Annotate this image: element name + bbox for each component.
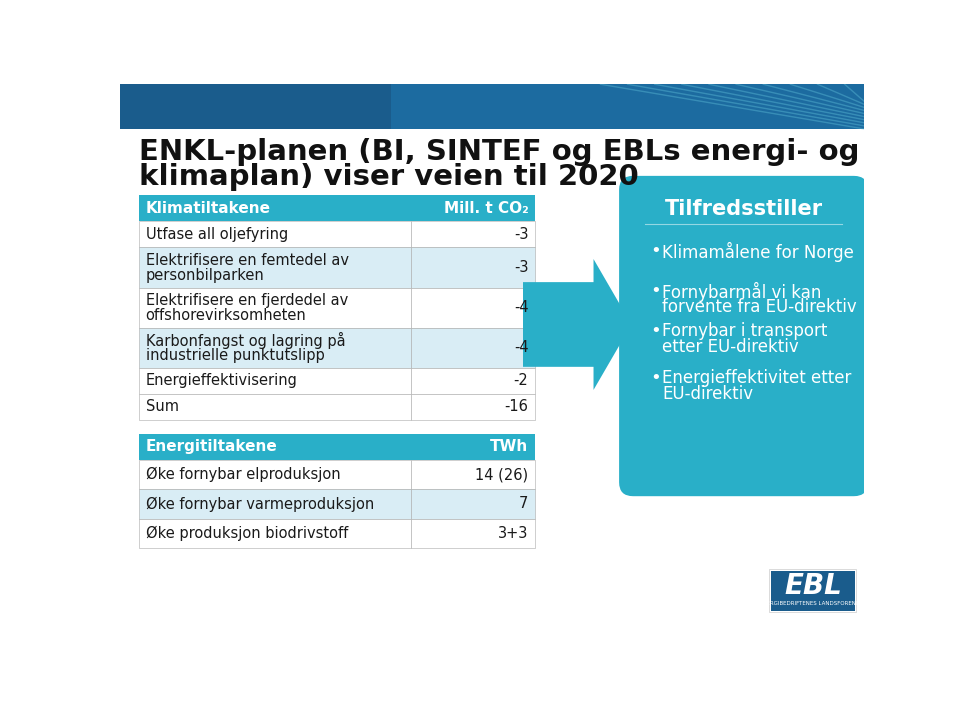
Text: Energitiltakene: Energitiltakene xyxy=(146,439,277,454)
FancyBboxPatch shape xyxy=(139,519,411,548)
Text: EBL: EBL xyxy=(784,572,842,600)
Text: Fornybar i transport: Fornybar i transport xyxy=(662,322,828,340)
FancyBboxPatch shape xyxy=(139,460,411,489)
Text: 3+3: 3+3 xyxy=(498,526,528,541)
FancyBboxPatch shape xyxy=(619,176,868,496)
FancyBboxPatch shape xyxy=(411,394,535,420)
Text: 14 (26): 14 (26) xyxy=(475,467,528,482)
Text: ENKL-planen (BI, SINTEF og EBLs energi- og: ENKL-planen (BI, SINTEF og EBLs energi- … xyxy=(139,138,860,166)
Text: Elektrifisere en femtedel av: Elektrifisere en femtedel av xyxy=(146,253,348,268)
Text: Øke produksjon biodrivstoff: Øke produksjon biodrivstoff xyxy=(146,526,348,541)
Text: -3: -3 xyxy=(514,260,528,275)
FancyBboxPatch shape xyxy=(139,288,411,328)
Text: -4: -4 xyxy=(514,300,528,315)
FancyBboxPatch shape xyxy=(411,368,535,394)
Text: Fornybarmål vi kan: Fornybarmål vi kan xyxy=(662,282,822,302)
Text: Energieffektivisering: Energieffektivisering xyxy=(146,373,298,388)
Text: •: • xyxy=(650,242,660,260)
FancyBboxPatch shape xyxy=(120,84,864,129)
Text: •: • xyxy=(650,369,660,387)
Text: etter EU-direktiv: etter EU-direktiv xyxy=(662,338,800,356)
Text: Klimatiltakene: Klimatiltakene xyxy=(146,201,271,216)
Text: Øke fornybar elproduksjon: Øke fornybar elproduksjon xyxy=(146,467,340,482)
FancyBboxPatch shape xyxy=(770,569,856,612)
Text: ENERGIBEDRIFTENES LANDSFORENING: ENERGIBEDRIFTENES LANDSFORENING xyxy=(759,601,866,606)
FancyBboxPatch shape xyxy=(771,571,854,611)
Text: Sum: Sum xyxy=(146,399,179,414)
FancyBboxPatch shape xyxy=(411,328,535,368)
Text: 7: 7 xyxy=(519,496,528,511)
Text: industrielle punktutslipp: industrielle punktutslipp xyxy=(146,348,324,363)
Text: TWh: TWh xyxy=(491,439,528,454)
FancyBboxPatch shape xyxy=(139,489,411,519)
Text: EU-direktiv: EU-direktiv xyxy=(662,385,754,402)
Text: Utfase all oljefyring: Utfase all oljefyring xyxy=(146,227,288,242)
Text: forvente fra EU-direktiv: forvente fra EU-direktiv xyxy=(662,298,857,315)
FancyBboxPatch shape xyxy=(411,288,535,328)
Text: -3: -3 xyxy=(514,227,528,242)
Text: Mill. t CO₂: Mill. t CO₂ xyxy=(444,201,528,216)
Text: •: • xyxy=(650,322,660,340)
Text: Elektrifisere en fjerdedel av: Elektrifisere en fjerdedel av xyxy=(146,293,348,308)
Text: offshorevirksomheten: offshorevirksomheten xyxy=(146,308,306,323)
Text: Karbonfangst og lagring på: Karbonfangst og lagring på xyxy=(146,332,346,350)
Text: klimaplan) viser veien til 2020: klimaplan) viser veien til 2020 xyxy=(139,163,639,191)
FancyBboxPatch shape xyxy=(139,328,411,368)
Text: -2: -2 xyxy=(514,373,528,388)
FancyBboxPatch shape xyxy=(411,460,535,489)
Text: Energieffektivitet etter: Energieffektivitet etter xyxy=(662,369,852,387)
Text: Øke fornybar varmeproduksjon: Øke fornybar varmeproduksjon xyxy=(146,496,373,512)
Polygon shape xyxy=(523,259,632,390)
FancyBboxPatch shape xyxy=(411,489,535,519)
FancyBboxPatch shape xyxy=(411,221,535,248)
FancyBboxPatch shape xyxy=(392,84,864,129)
FancyBboxPatch shape xyxy=(139,195,535,221)
FancyBboxPatch shape xyxy=(139,434,535,460)
Text: •: • xyxy=(650,282,660,300)
Text: Tilfredsstiller: Tilfredsstiller xyxy=(664,199,823,219)
FancyBboxPatch shape xyxy=(139,368,411,394)
FancyBboxPatch shape xyxy=(139,394,411,420)
Text: -16: -16 xyxy=(505,399,528,414)
Text: personbilparken: personbilparken xyxy=(146,268,264,283)
Text: Klimamålene for Norge: Klimamålene for Norge xyxy=(662,242,854,262)
FancyBboxPatch shape xyxy=(139,221,411,248)
Text: -4: -4 xyxy=(514,340,528,355)
FancyBboxPatch shape xyxy=(411,519,535,548)
FancyBboxPatch shape xyxy=(139,248,411,288)
FancyBboxPatch shape xyxy=(411,248,535,288)
